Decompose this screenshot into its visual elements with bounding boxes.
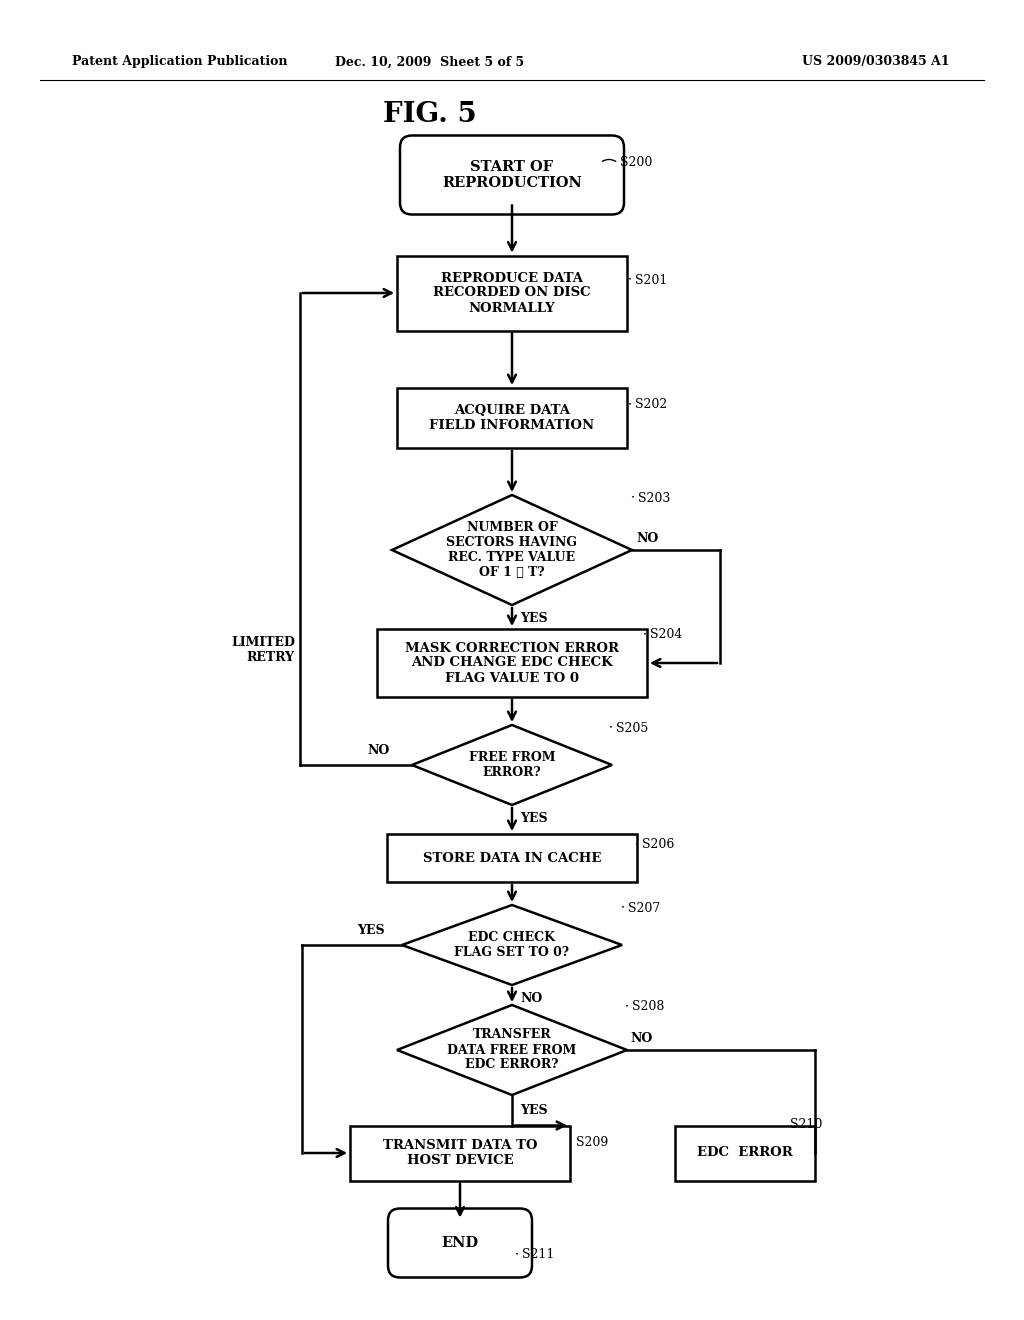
- Text: NO: NO: [520, 991, 543, 1005]
- Text: S210: S210: [790, 1118, 822, 1131]
- Text: S201: S201: [635, 273, 668, 286]
- Bar: [387, 834, 637, 882]
- Text: YES: YES: [520, 611, 548, 624]
- Text: MASK CORRECTION ERROR
AND CHANGE EDC CHECK
FLAG VALUE TO 0: MASK CORRECTION ERROR AND CHANGE EDC CHE…: [406, 642, 618, 685]
- Text: NO: NO: [636, 532, 658, 544]
- FancyBboxPatch shape: [388, 1209, 532, 1278]
- Bar: [397, 388, 627, 447]
- Bar: [675, 1126, 815, 1180]
- Text: FREE FROM
ERROR?: FREE FROM ERROR?: [469, 751, 555, 779]
- FancyBboxPatch shape: [400, 136, 624, 214]
- Text: TRANSFER
DATA FREE FROM
EDC ERROR?: TRANSFER DATA FREE FROM EDC ERROR?: [447, 1028, 577, 1072]
- Text: S203: S203: [638, 491, 671, 504]
- Text: YES: YES: [520, 1104, 548, 1117]
- Polygon shape: [392, 495, 632, 605]
- Text: S204: S204: [650, 628, 682, 642]
- Text: S207: S207: [628, 902, 660, 915]
- Text: S211: S211: [522, 1249, 554, 1262]
- Text: S202: S202: [635, 399, 668, 412]
- Text: END: END: [441, 1236, 478, 1250]
- Text: Dec. 10, 2009  Sheet 5 of 5: Dec. 10, 2009 Sheet 5 of 5: [336, 55, 524, 69]
- Text: Patent Application Publication: Patent Application Publication: [72, 55, 288, 69]
- Text: REPRODUCE DATA
RECORDED ON DISC
NORMALLY: REPRODUCE DATA RECORDED ON DISC NORMALLY: [433, 272, 591, 314]
- Text: TRANSMIT DATA TO
HOST DEVICE: TRANSMIT DATA TO HOST DEVICE: [383, 1139, 538, 1167]
- Text: S209: S209: [575, 1137, 608, 1150]
- Text: YES: YES: [520, 812, 548, 825]
- Bar: [350, 1126, 570, 1180]
- Text: ACQUIRE DATA
FIELD INFORMATION: ACQUIRE DATA FIELD INFORMATION: [429, 404, 595, 432]
- Text: NUMBER OF
SECTORS HAVING
REC. TYPE VALUE
OF 1 ≧ T?: NUMBER OF SECTORS HAVING REC. TYPE VALUE…: [446, 521, 578, 579]
- Text: S205: S205: [616, 722, 648, 734]
- Text: LIMITED
RETRY: LIMITED RETRY: [231, 636, 295, 664]
- Text: STORE DATA IN CACHE: STORE DATA IN CACHE: [423, 851, 601, 865]
- Text: YES: YES: [357, 924, 385, 937]
- Text: S208: S208: [632, 1001, 665, 1014]
- Text: START OF
REPRODUCTION: START OF REPRODUCTION: [442, 160, 582, 190]
- Text: EDC  ERROR: EDC ERROR: [697, 1147, 793, 1159]
- Text: US 2009/0303845 A1: US 2009/0303845 A1: [803, 55, 950, 69]
- Polygon shape: [412, 725, 612, 805]
- Text: NO: NO: [368, 744, 390, 758]
- Text: S206: S206: [642, 838, 675, 851]
- Bar: [377, 630, 647, 697]
- Text: S200: S200: [620, 157, 652, 169]
- Polygon shape: [397, 1005, 627, 1096]
- Text: EDC CHECK
FLAG SET TO 0?: EDC CHECK FLAG SET TO 0?: [455, 931, 569, 960]
- Text: NO: NO: [630, 1031, 652, 1044]
- Polygon shape: [402, 906, 622, 985]
- Bar: [397, 256, 627, 330]
- Text: FIG. 5: FIG. 5: [383, 102, 477, 128]
